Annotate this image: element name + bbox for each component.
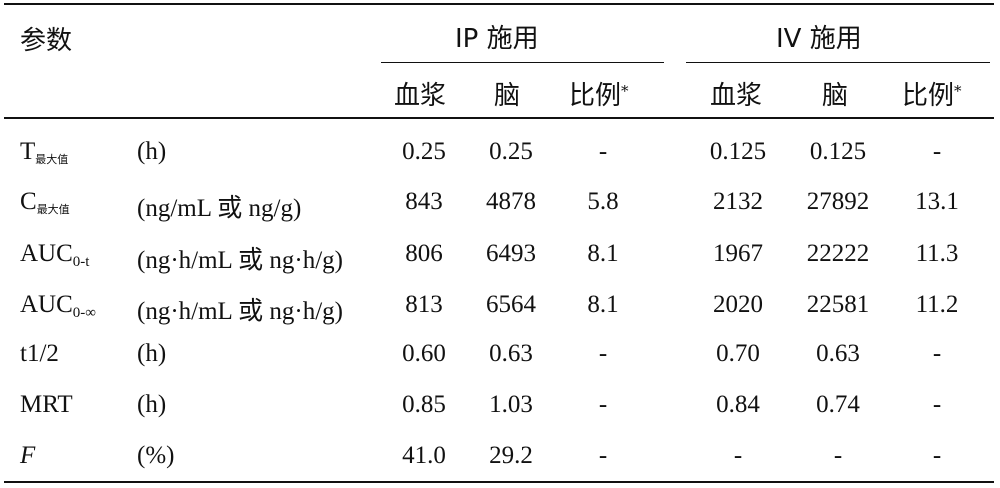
param-unit: (%) <box>137 442 175 469</box>
param-name: AUC0-∞ <box>20 291 96 321</box>
iv-ratio-star: * <box>954 82 962 100</box>
ip-group-header: IP 施用 <box>455 18 539 55</box>
iv-group-label: IV 施用 <box>776 24 862 54</box>
iv-brain-header: 脑 <box>822 81 849 111</box>
ip-ratio-header: 比例* <box>569 75 629 112</box>
param-symbol: T <box>20 138 36 165</box>
iv-brain-cell: 0.63 <box>816 340 860 367</box>
param-unit: (h) <box>137 391 167 418</box>
iv-ratio-cell: - <box>932 442 942 469</box>
top-rule <box>4 3 994 5</box>
iv-plasma-cell: 0.84 <box>716 391 760 418</box>
param-symbol: F <box>20 442 36 469</box>
param-name: t1/2 <box>20 340 59 368</box>
param-symbol: AUC <box>20 240 73 267</box>
ip-brain-cell: 6493 <box>486 240 536 267</box>
param-symbol: AUC <box>20 291 73 318</box>
param-unit: (ng·h/mL 或 ng·h/g) <box>137 247 343 274</box>
ip-brain-cell: 6564 <box>486 291 536 318</box>
iv-ratio-cell: - <box>932 391 942 418</box>
ip-plasma-cell: 843 <box>405 188 443 215</box>
iv-ratio-header: 比例* <box>902 75 962 112</box>
iv-ratio-cell: - <box>932 138 942 165</box>
param-name: T最大值 <box>20 138 68 166</box>
iv-plasma-header: 血浆 <box>710 81 763 111</box>
ip-ratio-star: * <box>621 82 629 100</box>
ip-ratio-cell: - <box>598 340 608 367</box>
iv-brain-cell: 22581 <box>806 291 870 318</box>
iv-plasma-cell: - <box>733 442 743 469</box>
ip-group-label: IP 施用 <box>455 24 539 54</box>
iv-plasma-cell: 2020 <box>713 291 763 318</box>
param-name: MRT <box>20 391 73 419</box>
param-name: C最大值 <box>20 188 70 216</box>
param-header: 参数 <box>20 26 73 56</box>
ip-ratio-cell: - <box>598 442 608 469</box>
param-name: F <box>20 442 35 470</box>
ip-ratio-label: 比例 <box>569 81 622 111</box>
iv-brain-cell: 22222 <box>806 240 870 267</box>
ip-brain-cell: 4878 <box>486 188 536 215</box>
param-subscript: 0-t <box>72 254 90 270</box>
ip-ratio-cell: 5.8 <box>587 188 619 215</box>
ip-plasma-cell: 0.60 <box>402 340 446 367</box>
param-symbol: t1/2 <box>20 340 59 367</box>
iv-group-rule <box>686 62 990 63</box>
iv-brain-cell: 27892 <box>806 188 870 215</box>
iv-ratio-cell: 11.3 <box>915 240 959 267</box>
iv-plasma-cell: 1967 <box>713 240 763 267</box>
ip-plasma-cell: 41.0 <box>402 442 446 469</box>
iv-ratio-cell: - <box>932 340 942 367</box>
iv-ratio-cell: 13.1 <box>915 188 959 215</box>
ip-plasma-cell: 806 <box>405 240 443 267</box>
ip-plasma-cell: 813 <box>405 291 443 318</box>
ip-plasma-cell: 0.85 <box>402 391 446 418</box>
header-bottom-rule <box>4 117 994 119</box>
iv-brain-cell: - <box>833 442 843 469</box>
param-unit: (ng/mL 或 ng/g) <box>137 195 302 222</box>
ip-brain-cell: 1.03 <box>489 391 533 418</box>
param-unit: (h) <box>137 138 167 165</box>
iv-ratio-cell: 11.2 <box>915 291 959 318</box>
param-symbol: C <box>20 188 37 215</box>
iv-plasma-cell: 2132 <box>713 188 763 215</box>
param-unit: (ng·h/mL 或 ng·h/g) <box>137 298 343 325</box>
ip-brain-cell: 29.2 <box>489 442 533 469</box>
ip-ratio-cell: - <box>598 138 608 165</box>
param-symbol: MRT <box>20 391 73 418</box>
param-subscript: 最大值 <box>36 203 70 216</box>
iv-group-header: IV 施用 <box>776 18 862 55</box>
ip-group-rule <box>381 62 664 63</box>
ip-brain-cell: 0.25 <box>489 138 533 165</box>
param-unit: (h) <box>137 340 167 367</box>
ip-ratio-cell: 8.1 <box>587 291 619 318</box>
param-subscript: 0-∞ <box>72 305 96 321</box>
bottom-rule <box>4 481 994 483</box>
ip-ratio-cell: - <box>598 391 608 418</box>
ip-brain-cell: 0.63 <box>489 340 533 367</box>
ip-ratio-cell: 8.1 <box>587 240 619 267</box>
iv-brain-cell: 0.74 <box>816 391 860 418</box>
iv-plasma-cell: 0.70 <box>716 340 760 367</box>
iv-brain-cell: 0.125 <box>809 138 867 165</box>
param-name: AUC0-t <box>20 240 90 270</box>
ip-plasma-header: 血浆 <box>394 81 447 111</box>
param-subscript: 最大值 <box>35 153 69 166</box>
ip-plasma-cell: 0.25 <box>402 138 446 165</box>
iv-ratio-label: 比例 <box>902 81 955 111</box>
iv-plasma-cell: 0.125 <box>709 138 767 165</box>
ip-brain-header: 脑 <box>494 81 521 111</box>
